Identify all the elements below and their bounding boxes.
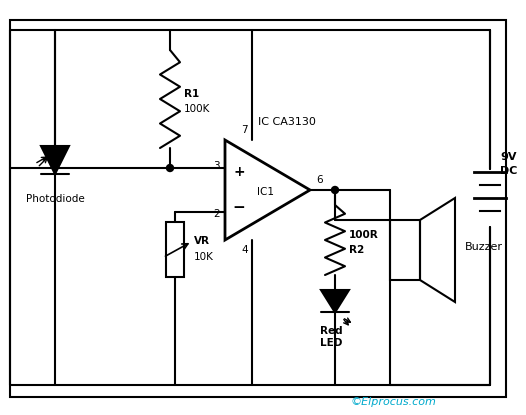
Text: 2: 2 bbox=[214, 209, 220, 219]
Text: 3: 3 bbox=[214, 161, 220, 171]
Text: Red: Red bbox=[320, 327, 342, 337]
Polygon shape bbox=[41, 146, 69, 174]
Text: DC: DC bbox=[500, 166, 518, 176]
Text: R1: R1 bbox=[184, 89, 199, 99]
Polygon shape bbox=[321, 290, 349, 312]
Text: VR: VR bbox=[194, 237, 210, 247]
Bar bbox=[166, 222, 184, 277]
Text: 6: 6 bbox=[316, 175, 322, 185]
Text: ©Elprocus.com: ©Elprocus.com bbox=[350, 397, 436, 407]
Text: Buzzer: Buzzer bbox=[465, 242, 503, 252]
Text: R2: R2 bbox=[349, 245, 364, 255]
Text: 100K: 100K bbox=[184, 104, 210, 114]
Text: 100R: 100R bbox=[349, 230, 379, 240]
Text: −: − bbox=[232, 200, 245, 215]
Text: 9V: 9V bbox=[500, 152, 517, 163]
Text: 7: 7 bbox=[241, 125, 248, 135]
Text: IC CA3130: IC CA3130 bbox=[258, 117, 316, 127]
Circle shape bbox=[331, 186, 339, 193]
Circle shape bbox=[167, 164, 174, 171]
Text: Photodiode: Photodiode bbox=[26, 194, 84, 204]
Text: IC1: IC1 bbox=[257, 187, 274, 197]
Text: 4: 4 bbox=[241, 245, 248, 255]
Bar bbox=[390, 220, 420, 280]
Text: 10K: 10K bbox=[194, 252, 214, 263]
Text: LED: LED bbox=[320, 338, 342, 349]
Text: +: + bbox=[233, 165, 245, 179]
